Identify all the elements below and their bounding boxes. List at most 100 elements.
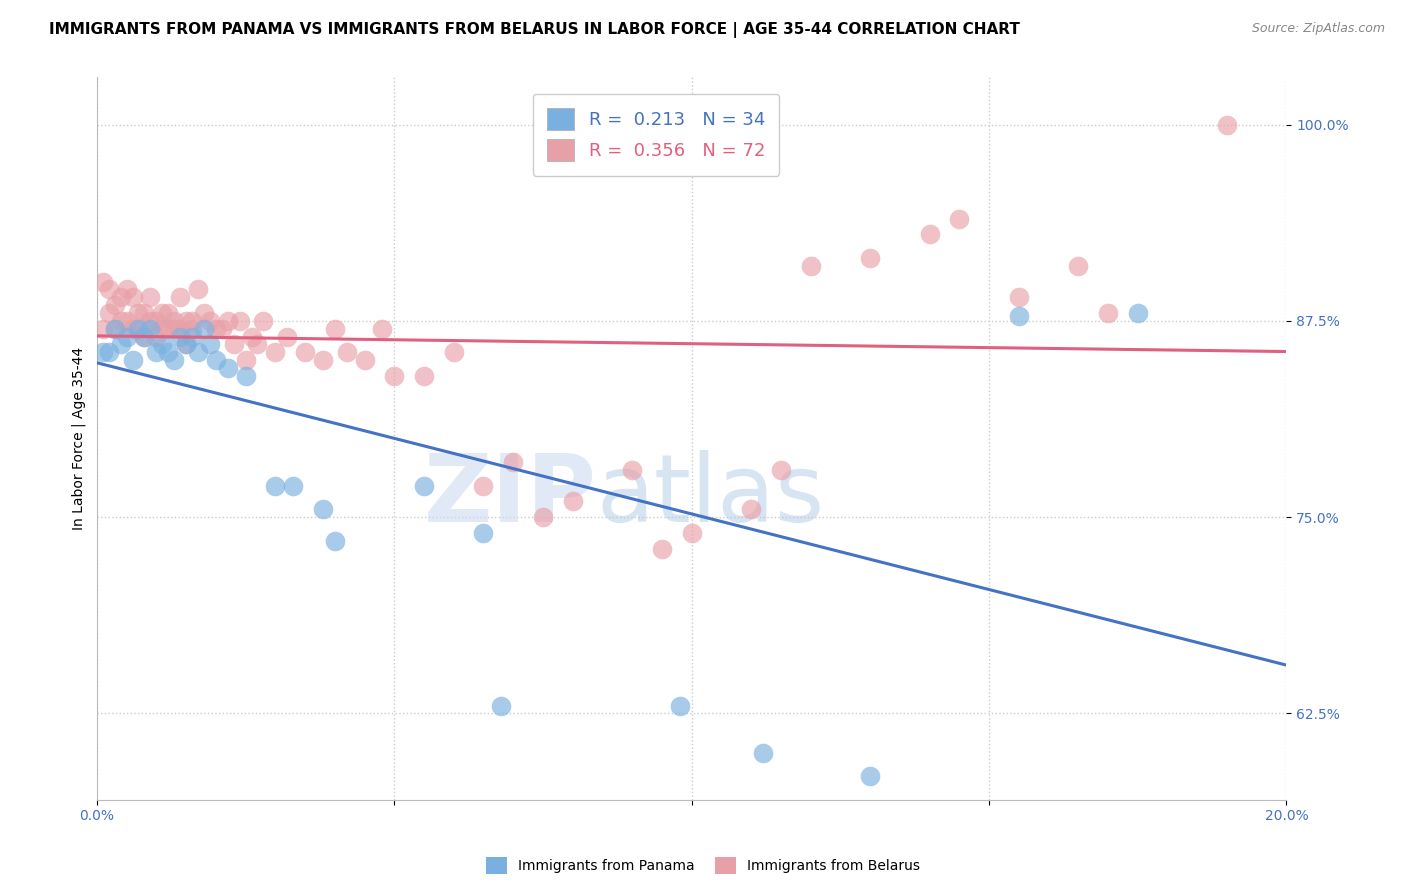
Point — [163, 314, 186, 328]
Point — [204, 321, 226, 335]
Point — [668, 698, 690, 713]
Point — [174, 337, 197, 351]
Point — [246, 337, 269, 351]
Point — [150, 306, 173, 320]
Point — [145, 314, 167, 328]
Point — [97, 345, 120, 359]
Point — [110, 314, 132, 328]
Point — [104, 321, 127, 335]
Point — [561, 494, 583, 508]
Point — [264, 479, 287, 493]
Point — [134, 329, 156, 343]
Point — [769, 463, 792, 477]
Point — [413, 368, 436, 383]
Point — [336, 345, 359, 359]
Point — [104, 298, 127, 312]
Point — [115, 329, 138, 343]
Point — [121, 353, 143, 368]
Point — [121, 290, 143, 304]
Point — [621, 463, 644, 477]
Point — [198, 337, 221, 351]
Point — [252, 314, 274, 328]
Point — [211, 321, 233, 335]
Point — [651, 541, 673, 556]
Point — [740, 502, 762, 516]
Point — [382, 368, 405, 383]
Point — [1097, 306, 1119, 320]
Point — [323, 321, 346, 335]
Point — [163, 321, 186, 335]
Point — [139, 314, 162, 328]
Point — [169, 329, 191, 343]
Point — [491, 698, 513, 713]
Point — [139, 321, 162, 335]
Point — [134, 329, 156, 343]
Point — [948, 211, 970, 226]
Point — [353, 353, 375, 368]
Point — [150, 337, 173, 351]
Point — [163, 353, 186, 368]
Point — [222, 337, 245, 351]
Point — [472, 525, 495, 540]
Point — [531, 510, 554, 524]
Text: atlas: atlas — [596, 450, 825, 542]
Point — [91, 345, 114, 359]
Point — [264, 345, 287, 359]
Legend: R =  0.213   N = 34, R =  0.356   N = 72: R = 0.213 N = 34, R = 0.356 N = 72 — [533, 94, 779, 176]
Point — [110, 290, 132, 304]
Point — [1008, 309, 1031, 323]
Point — [169, 321, 191, 335]
Point — [443, 345, 465, 359]
Point — [217, 360, 239, 375]
Text: ZIP: ZIP — [423, 450, 596, 542]
Point — [193, 321, 215, 335]
Point — [323, 533, 346, 548]
Point — [110, 337, 132, 351]
Point — [217, 314, 239, 328]
Point — [127, 306, 149, 320]
Point — [169, 290, 191, 304]
Y-axis label: In Labor Force | Age 35-44: In Labor Force | Age 35-44 — [72, 347, 86, 530]
Point — [145, 345, 167, 359]
Point — [115, 282, 138, 296]
Point — [198, 314, 221, 328]
Point — [157, 321, 180, 335]
Point — [157, 306, 180, 320]
Point — [193, 306, 215, 320]
Point — [187, 345, 209, 359]
Point — [1126, 306, 1149, 320]
Point — [187, 282, 209, 296]
Point — [1216, 118, 1239, 132]
Point — [1008, 290, 1031, 304]
Point — [294, 345, 316, 359]
Point — [97, 282, 120, 296]
Point — [115, 314, 138, 328]
Point — [204, 353, 226, 368]
Point — [371, 321, 394, 335]
Point — [181, 321, 204, 335]
Point — [918, 227, 941, 242]
Point — [150, 321, 173, 335]
Point — [413, 479, 436, 493]
Point — [127, 321, 149, 335]
Point — [181, 329, 204, 343]
Point — [859, 251, 882, 265]
Point — [1067, 259, 1090, 273]
Point — [127, 321, 149, 335]
Point — [276, 329, 298, 343]
Point — [97, 306, 120, 320]
Point — [235, 353, 257, 368]
Point — [235, 368, 257, 383]
Point — [312, 353, 335, 368]
Point — [681, 525, 703, 540]
Point — [281, 479, 304, 493]
Point — [121, 321, 143, 335]
Point — [91, 321, 114, 335]
Point — [800, 259, 823, 273]
Text: IMMIGRANTS FROM PANAMA VS IMMIGRANTS FROM BELARUS IN LABOR FORCE | AGE 35-44 COR: IMMIGRANTS FROM PANAMA VS IMMIGRANTS FRO… — [49, 22, 1021, 38]
Point — [181, 314, 204, 328]
Point — [91, 275, 114, 289]
Point — [859, 769, 882, 783]
Point — [174, 337, 197, 351]
Text: Source: ZipAtlas.com: Source: ZipAtlas.com — [1251, 22, 1385, 36]
